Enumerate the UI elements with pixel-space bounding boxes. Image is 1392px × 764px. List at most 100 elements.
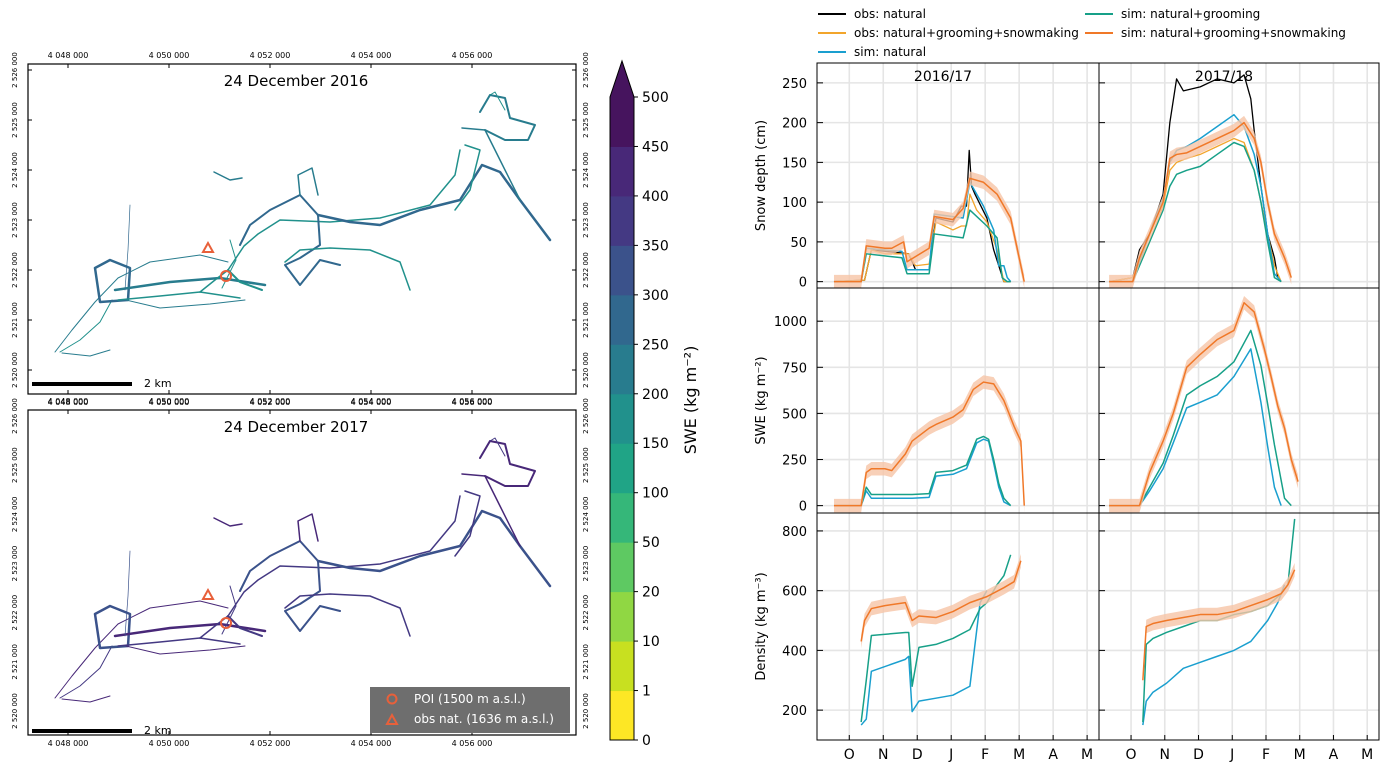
y-tick-label: 2 524 000 [582, 497, 590, 533]
series-line [833, 435, 1012, 507]
y-tick-label: 2 522 000 [11, 595, 19, 631]
ski-track [117, 637, 241, 647]
uncertainty-band [1142, 562, 1295, 688]
x-tick-label: 4 052 000 [250, 397, 291, 406]
x-tick-label: A [1048, 747, 1058, 763]
x-tick-label: 4 054 000 [351, 398, 392, 407]
uncertainty-band [1109, 296, 1299, 513]
series-line [833, 438, 1012, 507]
series-line [1109, 329, 1292, 507]
legend-label: sim: natural [854, 45, 926, 59]
colorbar-tick-label: 1 [642, 684, 651, 700]
y-tick-label: 2 525 000 [582, 102, 590, 138]
y-tick-label: 2 523 000 [582, 546, 590, 582]
x-tick-label: 4 050 000 [149, 397, 190, 406]
y-tick-label: 2 520 000 [11, 693, 19, 729]
x-tick-label: 4 056 000 [452, 397, 493, 406]
colorbar-bin [610, 641, 634, 692]
ski-track [479, 94, 536, 141]
ski-track [461, 473, 521, 547]
y-tick-label: 2 520 000 [582, 352, 590, 388]
ski-track [227, 615, 263, 637]
x-tick-label: 4 050 000 [149, 51, 190, 60]
colorbar-bin [610, 542, 634, 593]
ski-track [489, 437, 506, 457]
y-tick-label: 2 520 000 [11, 352, 19, 388]
y-axis-label: SWE (kg m⁻²) [754, 356, 769, 444]
map-title: 24 December 2016 [224, 72, 369, 90]
x-tick-label: 4 048 000 [48, 397, 89, 406]
y-tick-label: 2 525 000 [11, 102, 19, 138]
series-line [833, 181, 1012, 283]
map-title: 24 December 2017 [224, 418, 369, 436]
map-y-ticks: 2 520 000 2 520 000 2 521 000 2 521 000 2 52… [11, 52, 590, 729]
ski-track [239, 540, 341, 632]
ski-track [61, 349, 111, 357]
legend-label: obs: natural+grooming+snowmaking [854, 26, 1079, 40]
x-tick-label: 4 056 000 [452, 739, 493, 748]
series-line [833, 209, 1011, 283]
panel-frame [1098, 512, 1380, 741]
ski-track [227, 269, 263, 291]
x-tick-label: 4 054 000 [351, 739, 392, 748]
ski-track [461, 127, 521, 201]
ski-track [221, 585, 237, 635]
ski-track [124, 550, 131, 637]
y-tick-label: 2 526 000 [11, 398, 19, 434]
map-frame [27, 63, 577, 395]
x-tick-label: J [1229, 747, 1234, 763]
series-line [860, 590, 988, 726]
x-tick-label: M [1013, 747, 1025, 763]
series-line [1109, 141, 1282, 283]
x-tick-label: N [1160, 747, 1170, 763]
y-tick-label: 2 523 000 [11, 202, 19, 238]
ski-track [125, 299, 246, 309]
colorbar-tick-label: 250 [642, 337, 669, 353]
chart-panel: 2017/18 [1098, 62, 1380, 289]
x-tick-label: 4 056 000 [452, 51, 493, 60]
x-tick-label: 4 050 000 [149, 739, 190, 748]
ski-track [113, 622, 267, 638]
colorbar-tick-label: 400 [642, 189, 669, 205]
y-tick-label: 0 [799, 500, 807, 515]
ski-track [454, 144, 481, 211]
timeseries-section: obs: natural obs: natural+grooming+snowma… [754, 7, 1380, 763]
y-tick-label: 2 521 000 [582, 302, 590, 338]
colorbar-bin [610, 591, 634, 642]
map-x-ticks-top: 4 048 000 4 048 000 4 050 000 4 050 000 4 05… [48, 51, 493, 407]
ski-track [113, 276, 267, 292]
ski-track [117, 291, 241, 301]
legend-label-obs: obs nat. (1636 m a.s.l.) [414, 712, 554, 726]
ski-track [125, 645, 246, 655]
y-tick-label: 250 [782, 454, 807, 469]
x-tick-label: N [878, 747, 888, 763]
colorbar-bin [610, 97, 634, 147]
ski-track [316, 163, 552, 242]
season-label: 2016/17 [914, 69, 972, 85]
y-tick-label: 200 [782, 704, 807, 719]
legend-label: sim: natural+grooming [1121, 7, 1260, 21]
chart-panel: 0 50 100 150 200 250 2016/17 [782, 62, 1100, 291]
y-tick-label: 150 [782, 156, 807, 171]
chart-panel: 0 250 500 750 1000 [774, 287, 1100, 515]
colorbar-bin [610, 146, 634, 197]
colorbar-tick-label: 10 [642, 634, 660, 650]
x-tick-label: D [1193, 747, 1204, 763]
colorbar-tick-label: 350 [642, 238, 669, 254]
colorbar-tick-label: 50 [642, 535, 660, 551]
chart-legend: obs: natural obs: natural+grooming+snowma… [818, 7, 1346, 59]
scale-bar [32, 382, 132, 386]
y-tick-label: 50 [790, 236, 807, 251]
x-tick-label: 4 052 000 [250, 398, 291, 407]
ski-track [239, 194, 341, 286]
x-tick-label: 4 048 000 [48, 398, 89, 407]
ski-track [54, 254, 229, 353]
colorbar-label: SWE (kg m⁻²) [681, 346, 700, 455]
obs-station-triangle-icon [201, 240, 215, 253]
colorbar-bin [610, 393, 634, 444]
x-tick-label: D [912, 747, 923, 763]
x-tick-label: 4 050 000 [149, 398, 190, 407]
ski-track [54, 600, 229, 699]
